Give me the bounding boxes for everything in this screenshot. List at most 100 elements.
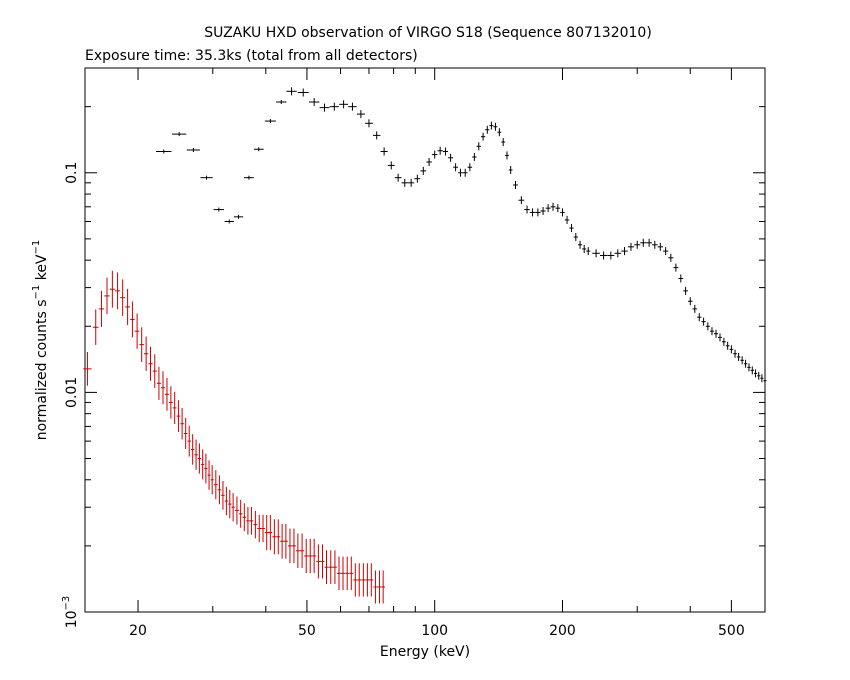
gso-data-point (442, 147, 449, 156)
gso-data-point (394, 173, 402, 182)
gso-data-point (763, 376, 767, 385)
gso-data-point (437, 146, 443, 155)
gso-data-point (297, 88, 309, 97)
gso-data-point (555, 204, 561, 213)
gso-data-point (213, 207, 225, 212)
pin-data-point (134, 313, 140, 349)
y-axis-label: normalized counts s−1 keV−1 (31, 240, 50, 441)
gso-data-point (501, 138, 506, 147)
pin-data-point (361, 563, 366, 597)
gso-data-point (600, 251, 608, 260)
gso-data-point (472, 152, 477, 161)
pin-data-point (98, 290, 105, 327)
axis-ticks (85, 67, 766, 613)
pin-data-point (345, 556, 350, 591)
gso-data-point (640, 238, 647, 247)
pin-data-point (228, 489, 232, 519)
pin-data-point (115, 272, 121, 310)
gso-data-point (448, 153, 454, 162)
pin-data-point (109, 270, 115, 308)
gso-data-point (372, 131, 381, 140)
gso-data-point (692, 304, 698, 313)
gso-data-point (458, 168, 463, 177)
gso-data-point (329, 102, 339, 111)
gso-data-point (705, 322, 710, 331)
gso-data-point (286, 87, 297, 96)
pin-data-point (246, 507, 250, 535)
gso-data-point (348, 102, 357, 111)
pin-data-point (349, 556, 354, 591)
pin-data-point (316, 544, 321, 579)
pin-data-point (176, 400, 181, 433)
pin-data-point (373, 570, 378, 604)
series-pin (83, 270, 385, 604)
pin-data-point (180, 407, 184, 440)
gso-data-point (545, 204, 551, 213)
gso-data-point (743, 359, 748, 368)
pin-data-point (287, 528, 292, 564)
gso-data-point (276, 100, 287, 105)
y-axis-label-main: normalized counts s (34, 299, 50, 440)
x-tick-label: 500 (718, 623, 745, 639)
gso-data-point (253, 147, 264, 152)
gso-data-point (233, 214, 244, 219)
gso-data-point (365, 119, 373, 128)
pin-data-point (332, 550, 337, 585)
gso-data-point (569, 224, 574, 233)
pin-data-point (231, 493, 235, 522)
gso-data-point (753, 369, 758, 378)
pin-data-point (365, 563, 370, 597)
pin-data-point (187, 425, 191, 457)
gso-data-point (701, 317, 706, 326)
gso-data-point (709, 327, 714, 336)
gso-data-point (621, 247, 628, 256)
gso-data-point (683, 286, 688, 295)
gso-data-point (540, 206, 546, 215)
gso-data-point (740, 356, 744, 365)
gso-data-point (760, 374, 764, 383)
gso-data-point (573, 233, 578, 242)
pin-data-point (377, 570, 382, 604)
pin-data-point (204, 453, 208, 484)
pin-data-point (324, 550, 329, 585)
pin-data-point (272, 519, 277, 555)
gso-data-point (577, 240, 583, 249)
pin-data-point (235, 496, 239, 525)
pin-data-point (148, 346, 153, 381)
pin-data-point (261, 514, 265, 543)
gso-data-point (172, 132, 187, 137)
pin-data-point (217, 475, 222, 505)
gso-data-point (550, 202, 556, 211)
gso-data-point (729, 345, 734, 354)
x-tick-label: 200 (549, 623, 576, 639)
gso-data-point (380, 147, 388, 156)
gso-data-point (264, 119, 276, 124)
pin-data-point (92, 309, 99, 345)
pin-data-point (207, 460, 211, 490)
pin-data-point (130, 301, 135, 338)
y-axis-label-mid: keV (34, 254, 50, 285)
y-tick-label: 10−3 (61, 596, 80, 629)
gso-data-point (156, 149, 172, 154)
pin-data-point (143, 336, 149, 371)
pin-data-point (340, 556, 345, 591)
gso-data-point (524, 205, 530, 214)
pin-data-point (253, 510, 258, 539)
gso-data-point (426, 157, 432, 166)
gso-data-point (493, 122, 498, 131)
pin-data-point (120, 279, 126, 316)
gso-data-point (560, 208, 565, 217)
gso-data-point (431, 150, 438, 159)
pin-data-point (249, 507, 254, 535)
gso-data-point (244, 175, 254, 180)
gso-data-point (714, 329, 719, 338)
gso-data-point (736, 352, 741, 361)
gso-data-point (627, 242, 635, 251)
y-axis-label-exp2: −1 (31, 240, 42, 255)
pin-data-point (369, 563, 374, 597)
gso-data-point (592, 249, 600, 258)
gso-data-point (485, 125, 490, 134)
pin-data-point (168, 386, 173, 419)
pin-data-point (104, 277, 110, 315)
